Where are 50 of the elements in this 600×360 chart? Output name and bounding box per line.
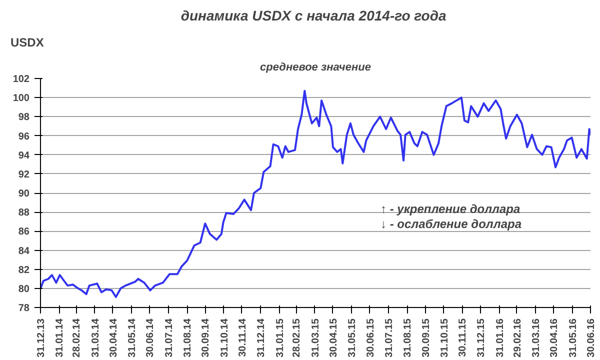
x-tick-label: 30.11.15	[458, 318, 469, 357]
y-tick-label: 80	[18, 284, 30, 295]
annotation: ↓ - ослабление доллара	[380, 217, 522, 232]
x-tick-label: 30.11.14	[237, 318, 248, 357]
y-tick-label: 92	[18, 169, 30, 180]
y-tick-label: 86	[18, 226, 30, 238]
x-tick-label: 30.09.15	[420, 318, 432, 358]
x-tick-label: 31.05.14	[127, 318, 138, 358]
x-tick-label: 31.08.14	[182, 318, 194, 358]
x-tick-label: 31.05.16	[568, 318, 579, 358]
x-tick-label: 31.10.15	[439, 318, 450, 358]
chart-subtitle: средневое значение	[260, 62, 371, 74]
x-tick-label: 28.02.15	[292, 318, 303, 358]
y-axis-title: USDX	[10, 36, 44, 50]
annotation: ↑ - укрепление доллара	[380, 202, 520, 216]
y-tick-label: 78	[18, 303, 30, 314]
y-tick-label: 88	[18, 208, 30, 219]
y-tick-label: 94	[18, 150, 30, 162]
x-tick-label: 30.06.14	[145, 318, 156, 358]
x-tick-label: 31.12.15	[476, 318, 488, 358]
x-tick-label: 28.02.14	[72, 318, 83, 358]
x-tick-label: 31.01.14	[54, 318, 66, 358]
y-tick-label: 82	[18, 264, 30, 276]
x-tick-label: 31.01.15	[274, 318, 286, 358]
y-tick-label: 84	[18, 246, 30, 257]
x-tick-label: 31.05.15	[347, 318, 358, 358]
chart-title: динамика USDX с начала 2014-го года	[180, 8, 446, 24]
x-tick-label: 31.01.16	[494, 318, 506, 358]
x-tick-label: 31.12.13	[36, 318, 47, 358]
x-tick-label: 31.03.16	[531, 318, 542, 358]
x-tick-label: 31.03.15	[310, 318, 322, 358]
x-tick-label: 31.08.15	[402, 318, 414, 358]
x-tick-label: 30.09.14	[200, 318, 212, 358]
y-tick-label: 96	[18, 131, 30, 142]
line-series	[40, 90, 590, 298]
y-tick-label: 98	[18, 112, 30, 124]
y-tick-label: 90	[18, 188, 30, 200]
x-tick-label: 30.04.16	[549, 318, 560, 358]
x-tick-label: 30.04.15	[328, 318, 340, 358]
x-tick-label: 29.02.16	[512, 318, 524, 358]
x-tick-label: 31.03.14	[90, 318, 102, 358]
x-tick-label: 31.07.14	[164, 318, 175, 358]
y-tick-label: 100	[12, 93, 30, 104]
x-tick-label: 31.07.15	[384, 318, 395, 358]
y-tick-label: 102	[12, 74, 30, 85]
x-tick-label: 31.12.14	[256, 318, 268, 358]
x-tick-label: 30.06.16	[586, 318, 597, 358]
x-tick-label: 31.10.14	[219, 318, 230, 358]
x-tick-label: 30.06.15	[365, 318, 376, 358]
x-tick-label: 30.04.14	[108, 318, 120, 358]
